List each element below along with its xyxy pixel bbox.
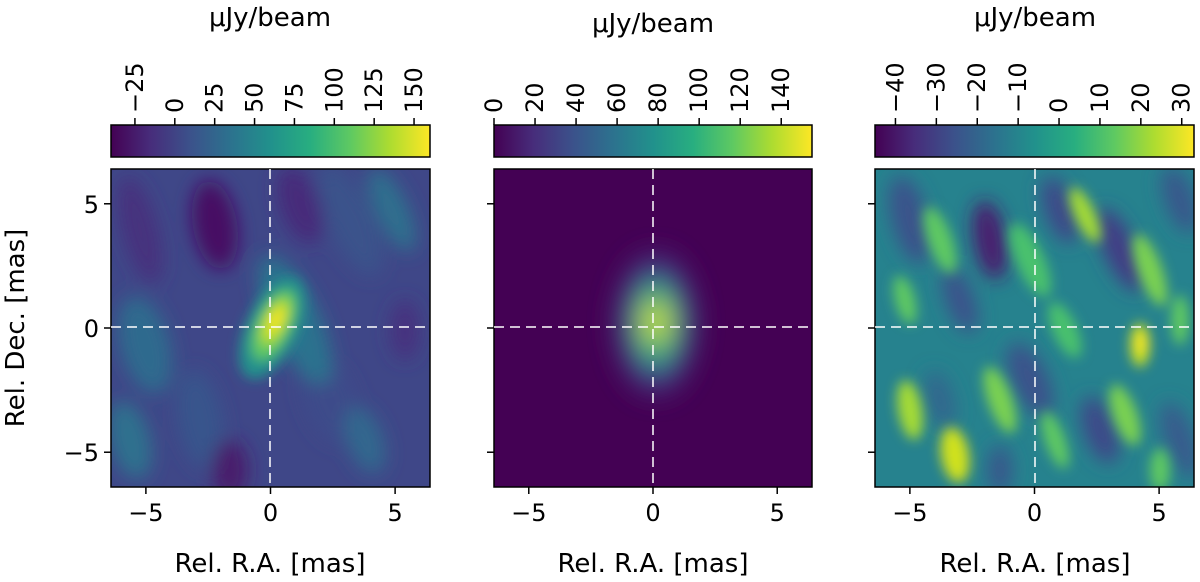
x-tick-label: 0 bbox=[1027, 499, 1042, 527]
heatmap-image bbox=[111, 169, 430, 487]
colorbar-tick-label: 100 bbox=[685, 67, 713, 113]
x-ticks: −5 0 5 bbox=[128, 487, 403, 527]
y-ticks bbox=[487, 203, 494, 453]
x-axis-label: Rel. R.A. [mas] bbox=[174, 549, 365, 579]
x-tick-label: 0 bbox=[645, 499, 660, 527]
y-ticks: 5 0 −5 bbox=[64, 191, 111, 467]
x-tick-label: 5 bbox=[770, 499, 785, 527]
colorbar-tick-label: 100 bbox=[320, 67, 348, 113]
colorbar-tick-label: −20 bbox=[963, 62, 991, 113]
colorbar-tick-label: 50 bbox=[241, 82, 269, 113]
x-ticks: −5 0 5 bbox=[892, 487, 1167, 527]
colorbar bbox=[874, 124, 1195, 158]
x-axis-label: Rel. R.A. [mas] bbox=[557, 549, 748, 579]
y-axis-label: Rel. Dec. [mas] bbox=[1, 229, 31, 428]
y-tick-label: −5 bbox=[64, 439, 99, 467]
colorbar-tick-label: 150 bbox=[400, 67, 428, 113]
colorbar-tick-label: 140 bbox=[767, 67, 795, 113]
colorbar-tick-label: 0 bbox=[480, 98, 508, 113]
x-tick-label: −5 bbox=[511, 499, 546, 527]
x-tick-label: 5 bbox=[1151, 499, 1166, 527]
colorbar-tick-label: 20 bbox=[1127, 82, 1155, 113]
heatmap-image bbox=[875, 169, 1194, 487]
colorbar-tick-label: 80 bbox=[644, 82, 672, 113]
colorbar-tick-label: 10 bbox=[1086, 82, 1114, 113]
colorbar-tick-label: 20 bbox=[521, 82, 549, 113]
colorbar-title: μJy/beam bbox=[209, 3, 331, 33]
colorbar-ticks: −40 −30 −20 −10 0 10 20 30 bbox=[881, 62, 1196, 125]
panel-residual: μJy/beam −40 −30 −20 −10 0 10 20 30 bbox=[868, 3, 1196, 579]
colorbar-tick-label: 120 bbox=[726, 67, 754, 113]
colorbar-tick-label: 0 bbox=[1045, 98, 1073, 113]
x-ticks: −5 0 5 bbox=[511, 487, 785, 527]
panel-model: μJy/beam 0 20 40 60 80 100 120 140 −5 0 5 Rel. R.… bbox=[480, 9, 813, 579]
colorbar-tick-label: 125 bbox=[360, 67, 388, 113]
colorbar-title: μJy/beam bbox=[592, 9, 714, 39]
y-tick-label: 0 bbox=[84, 315, 99, 343]
colorbar-tick-label: 40 bbox=[562, 82, 590, 113]
colorbar-tick-label: 0 bbox=[161, 98, 189, 113]
colorbar-ticks: 0 20 40 60 80 100 120 140 bbox=[480, 67, 795, 125]
colorbar-tick-label: −30 bbox=[922, 62, 950, 113]
y-ticks bbox=[868, 203, 875, 453]
colorbar-tick-label: 25 bbox=[201, 82, 229, 113]
colorbar-tick-label: −25 bbox=[121, 62, 149, 113]
colorbar bbox=[110, 124, 431, 158]
colorbar-tick-label: −10 bbox=[1004, 62, 1032, 113]
colorbar-tick-label: 30 bbox=[1168, 82, 1196, 113]
heatmap-image bbox=[494, 169, 812, 487]
x-tick-label: −5 bbox=[892, 499, 927, 527]
colorbar-tick-label: 60 bbox=[603, 82, 631, 113]
colorbar-tick-label: −40 bbox=[881, 62, 909, 113]
colorbar-tick-label: 75 bbox=[280, 82, 308, 113]
panel-observed: μJy/beam −25 0 25 50 75 100 125 150 bbox=[1, 3, 431, 579]
colorbar-ticks: −25 0 25 50 75 100 125 150 bbox=[121, 62, 428, 125]
colorbar-title: μJy/beam bbox=[974, 3, 1096, 33]
x-tick-label: −5 bbox=[128, 499, 163, 527]
x-axis-label: Rel. R.A. [mas] bbox=[939, 549, 1130, 579]
colorbar bbox=[493, 124, 813, 158]
x-tick-label: 0 bbox=[263, 499, 278, 527]
y-tick-label: 5 bbox=[84, 191, 99, 219]
x-tick-label: 5 bbox=[387, 499, 402, 527]
